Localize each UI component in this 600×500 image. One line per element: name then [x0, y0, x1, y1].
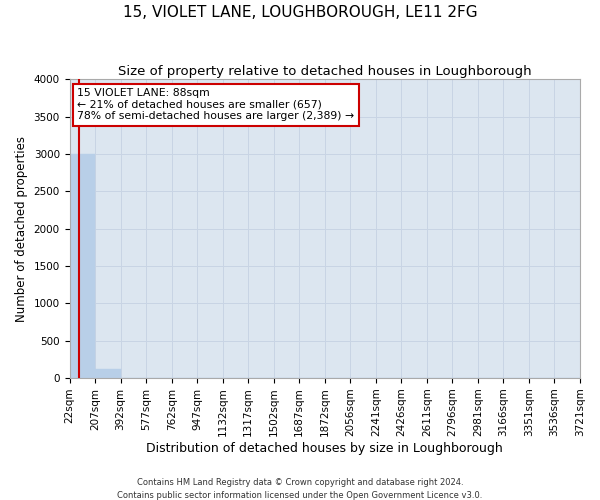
Text: 15 VIOLET LANE: 88sqm
← 21% of detached houses are smaller (657)
78% of semi-det: 15 VIOLET LANE: 88sqm ← 21% of detached …	[77, 88, 355, 122]
Bar	[95, 369, 121, 378]
Y-axis label: Number of detached properties: Number of detached properties	[15, 136, 28, 322]
Text: 15, VIOLET LANE, LOUGHBOROUGH, LE11 2FG: 15, VIOLET LANE, LOUGHBOROUGH, LE11 2FG	[122, 5, 478, 20]
Title: Size of property relative to detached houses in Loughborough: Size of property relative to detached ho…	[118, 65, 532, 78]
X-axis label: Distribution of detached houses by size in Loughborough: Distribution of detached houses by size …	[146, 442, 503, 455]
Bar	[70, 154, 95, 378]
Text: Contains HM Land Registry data © Crown copyright and database right 2024.
Contai: Contains HM Land Registry data © Crown c…	[118, 478, 482, 500]
